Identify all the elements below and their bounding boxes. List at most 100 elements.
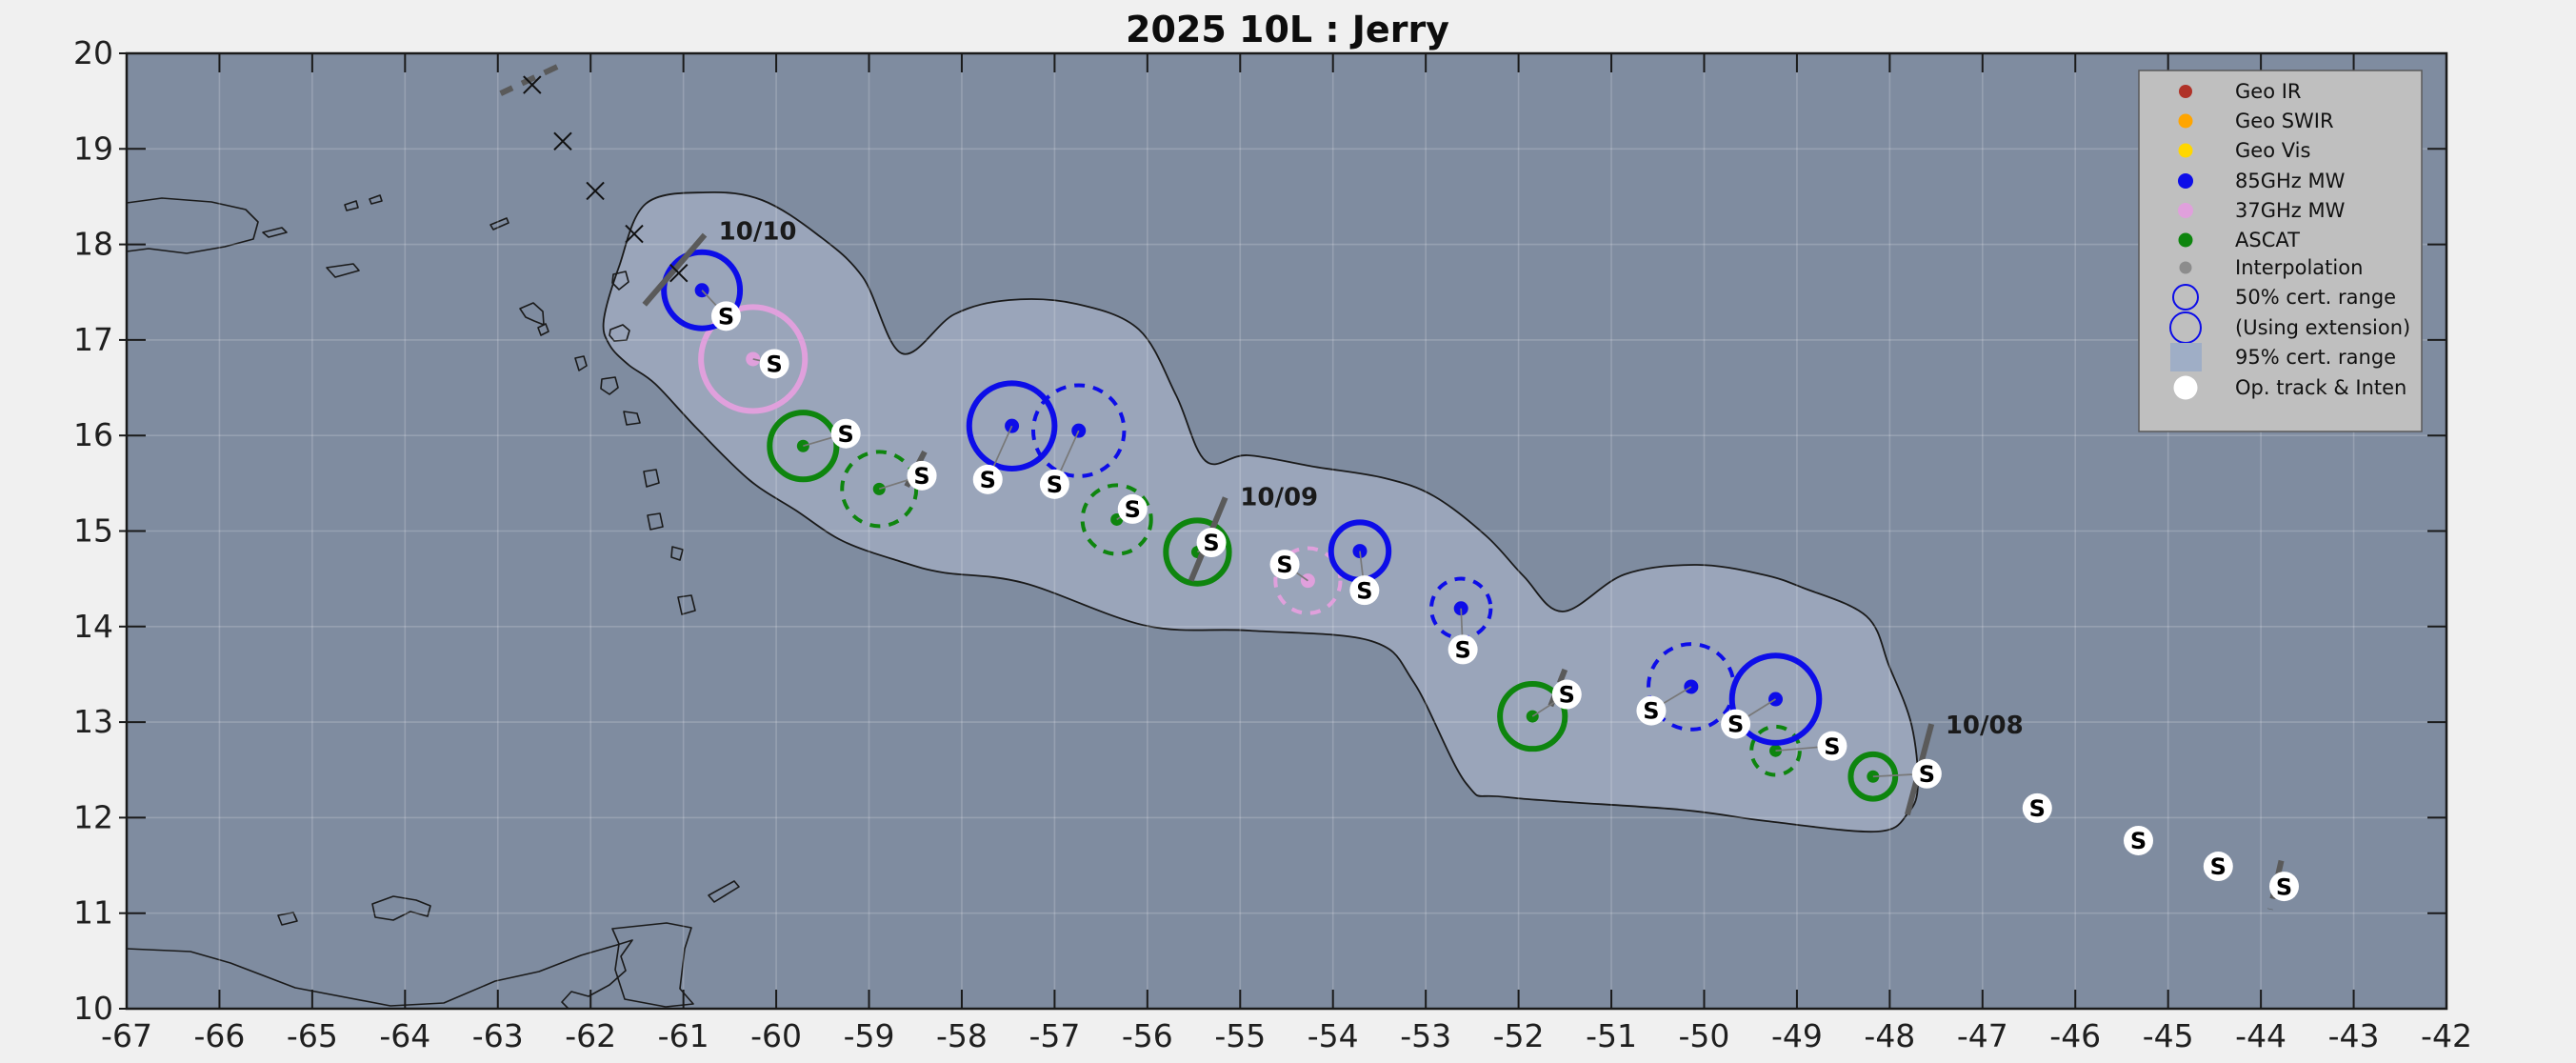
land-virgin-1 bbox=[344, 200, 359, 211]
land-grenada bbox=[677, 594, 696, 615]
op-track-marker bbox=[2203, 852, 2233, 882]
op-track-intensity-label: S bbox=[1047, 471, 1063, 498]
y-axis-tick-label: 19 bbox=[73, 130, 113, 167]
op-track-marker bbox=[1636, 695, 1667, 726]
op-track-marker bbox=[1349, 575, 1380, 606]
legend-marker-geo_ir-dot-icon bbox=[2179, 85, 2192, 98]
x-axis-tick-label: -61 bbox=[658, 1017, 709, 1054]
x-axis-tick-label: -62 bbox=[565, 1017, 616, 1054]
legend-marker-geo_vis-dot-icon bbox=[2178, 143, 2193, 158]
op-track-marker bbox=[1117, 493, 1148, 524]
page-title: 2025 10L : Jerry bbox=[1126, 9, 1449, 50]
legend-item-label: Op. track & Inten bbox=[2235, 376, 2406, 399]
interpolation-dashed-line bbox=[900, 450, 928, 494]
x-axis-tick-label: -53 bbox=[1400, 1017, 1451, 1054]
land-vieques bbox=[262, 227, 288, 238]
x-axis-tick-label: -43 bbox=[2328, 1017, 2380, 1054]
x-axis-tick-label: -50 bbox=[1679, 1017, 1730, 1054]
axes-layer: -67 -66 -65 -64 -63 -62 -61 -60 -59 -58 -57 -56 -55 -… bbox=[73, 34, 2472, 1054]
op-track-marker bbox=[972, 464, 1003, 494]
x-axis-tick-label: -66 bbox=[193, 1017, 245, 1054]
op-track-marker bbox=[1721, 709, 1751, 739]
y-axis-tick-label: 16 bbox=[73, 416, 113, 453]
legend-item-label: 85GHz MW bbox=[2235, 170, 2346, 192]
x-axis-tick-label: -63 bbox=[472, 1017, 524, 1054]
legend-marker-blue-dot-icon bbox=[2178, 173, 2193, 189]
y-axis-tick-label: 10 bbox=[73, 990, 113, 1027]
op-track-intensity-label: S bbox=[913, 463, 929, 490]
legend-marker-pink-dot-icon bbox=[2178, 203, 2193, 218]
legend-item-label: 37GHz MW bbox=[2235, 199, 2346, 222]
obs-range-circle-green-solid bbox=[1163, 517, 1232, 587]
x-axis-tick-label: -48 bbox=[1864, 1017, 1915, 1054]
x-axis-tick-label: -56 bbox=[1122, 1017, 1173, 1054]
land-grenadines bbox=[670, 546, 684, 561]
legend-marker-op-track-icon bbox=[2173, 375, 2198, 400]
interpolation-dashed-line bbox=[499, 64, 559, 96]
op-track-marker bbox=[2022, 792, 2052, 823]
land-guadeloupe bbox=[609, 324, 630, 342]
op-track-intensity-label: S bbox=[2130, 828, 2147, 854]
x-axis-tick-label: -58 bbox=[936, 1017, 988, 1054]
x-axis-tick-label: -51 bbox=[1586, 1017, 1637, 1054]
x-axis-tick-label: -67 bbox=[101, 1017, 152, 1054]
data-layer: S S S S S S S S S S S S S S S S S S S S 10/10 10/09 10/08 bbox=[499, 64, 2299, 911]
land-trinidad bbox=[611, 922, 694, 1008]
op-track-marker bbox=[1196, 528, 1227, 558]
obs-range-circle-green-dashed bbox=[1080, 483, 1153, 556]
x-mark-icon bbox=[553, 131, 572, 150]
op-track-intensity-label: S bbox=[980, 467, 996, 493]
op-track-intensity-label: S bbox=[838, 421, 854, 448]
land-st-croix bbox=[326, 263, 360, 278]
land-virgin-2 bbox=[369, 194, 383, 205]
x-mark-icon bbox=[586, 181, 605, 201]
legend-marker-green-dot-icon bbox=[2178, 232, 2193, 248]
y-axis-tick-label: 15 bbox=[73, 512, 113, 550]
op-track-marker bbox=[2123, 825, 2153, 855]
op-track-intensity-label: S bbox=[2029, 795, 2046, 822]
op-track-marker bbox=[1039, 469, 1069, 499]
legend-item-label: 50% cert. range bbox=[2235, 286, 2396, 309]
op-track-intensity-label: S bbox=[1454, 637, 1470, 664]
obs-range-circle-green-solid bbox=[1497, 680, 1568, 752]
op-track-intensity-label: S bbox=[766, 351, 782, 378]
legend-marker-95pct-square-icon bbox=[2170, 343, 2202, 371]
x-axis-tick-label: -42 bbox=[2421, 1017, 2472, 1054]
x-axis-tick-label: -54 bbox=[1308, 1017, 1359, 1054]
obs-range-circle-blue-solid bbox=[661, 249, 744, 331]
land-barbuda bbox=[611, 271, 629, 291]
y-axis-tick-label: 20 bbox=[73, 34, 113, 71]
date-label: 10/09 bbox=[1240, 483, 1318, 511]
op-track-intensity-label: S bbox=[1125, 496, 1141, 523]
op-track-marker bbox=[710, 301, 741, 331]
x-axis-tick-label: -64 bbox=[379, 1017, 430, 1054]
land-isla-margarita bbox=[371, 895, 431, 921]
op-track-marker bbox=[1911, 758, 1942, 789]
x-axis-tick-label: -59 bbox=[844, 1017, 895, 1054]
op-track-intensity-label: S bbox=[1727, 712, 1744, 738]
land-montserrat bbox=[574, 355, 588, 371]
op-track-marker bbox=[1551, 679, 1582, 710]
op-track-marker bbox=[830, 418, 861, 449]
cert-95-range-region bbox=[602, 191, 1919, 833]
op-track-intensity-label: S bbox=[1824, 733, 1840, 760]
x-axis-tick-label: -65 bbox=[287, 1017, 338, 1054]
land-nevis bbox=[537, 323, 549, 336]
legend-marker-geo_swir-dot-icon bbox=[2178, 113, 2193, 129]
date-label: 10/08 bbox=[1946, 712, 2024, 740]
x-axis-tick-label: -60 bbox=[750, 1017, 802, 1054]
obs-range-circle-blue-dashed bbox=[1030, 383, 1127, 478]
op-track-marker bbox=[1448, 634, 1478, 665]
obs-range-circle-blue-solid bbox=[1728, 652, 1823, 746]
date-label: 10/10 bbox=[719, 218, 797, 247]
op-track-marker bbox=[1817, 731, 1847, 761]
land-dominica bbox=[600, 376, 619, 395]
obs-range-circle-blue-solid bbox=[966, 380, 1058, 471]
x-mark-icon bbox=[669, 263, 689, 283]
x-axis-tick-label: -44 bbox=[2235, 1017, 2286, 1054]
op-track-intensity-label: S bbox=[718, 303, 734, 330]
land-st-vincent bbox=[647, 512, 664, 531]
op-track-intensity-label: S bbox=[1356, 577, 1372, 604]
legend: Geo IR Geo SWIR Geo Vis 85GHz MW 37GHz MW ASC… bbox=[2138, 70, 2423, 432]
